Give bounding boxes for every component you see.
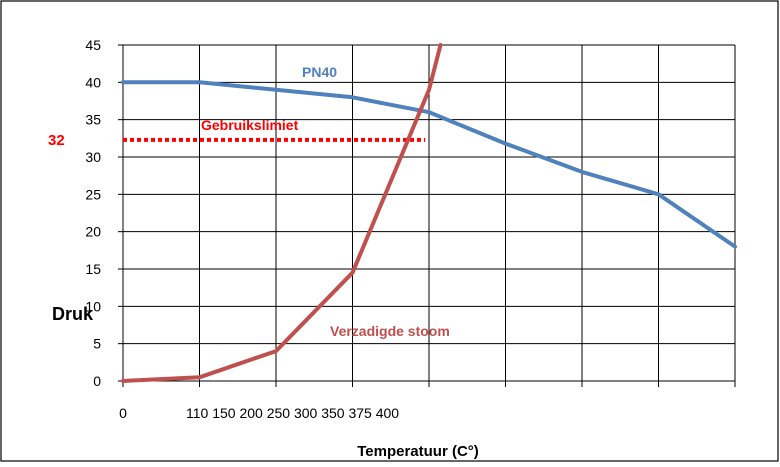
tick-labels: 0 5 10 15 20 25 30 35 40 45 (85, 37, 101, 389)
y-tick-label-9: 45 (85, 37, 101, 53)
series-label-verzadigde-stoom: Verzadigde stoom (330, 323, 450, 339)
y-tick-label-5: 25 (85, 186, 101, 202)
y-tick-label-2: 10 (85, 298, 101, 314)
x-axis-tick-label-0: 0 (119, 405, 127, 421)
series-line-0 (121, 80, 737, 249)
y-tick-label-3: 15 (85, 261, 101, 277)
x-axis-label: Temperatuur (C°) (357, 443, 479, 460)
y-tick-label-4: 20 (85, 224, 101, 240)
y-axis-label: Druk (52, 304, 94, 324)
y-tick-label-6: 30 (85, 149, 101, 165)
y-tick-label-8: 40 (85, 74, 101, 90)
x-axis-tick-label-group: 110 150 200 250 300 350 375 400 (186, 405, 399, 421)
series-line-1 (121, 43, 443, 383)
limit-value-label: 32 (48, 132, 65, 149)
y-tick-label-7: 35 (85, 112, 101, 128)
y-tick-label-0: 0 (93, 373, 101, 389)
y-tick-label-1: 5 (93, 336, 101, 352)
series-label-pn40: PN40 (302, 64, 337, 80)
series-group (121, 43, 737, 383)
limit-line-label: Gebruikslimiet (201, 117, 299, 133)
